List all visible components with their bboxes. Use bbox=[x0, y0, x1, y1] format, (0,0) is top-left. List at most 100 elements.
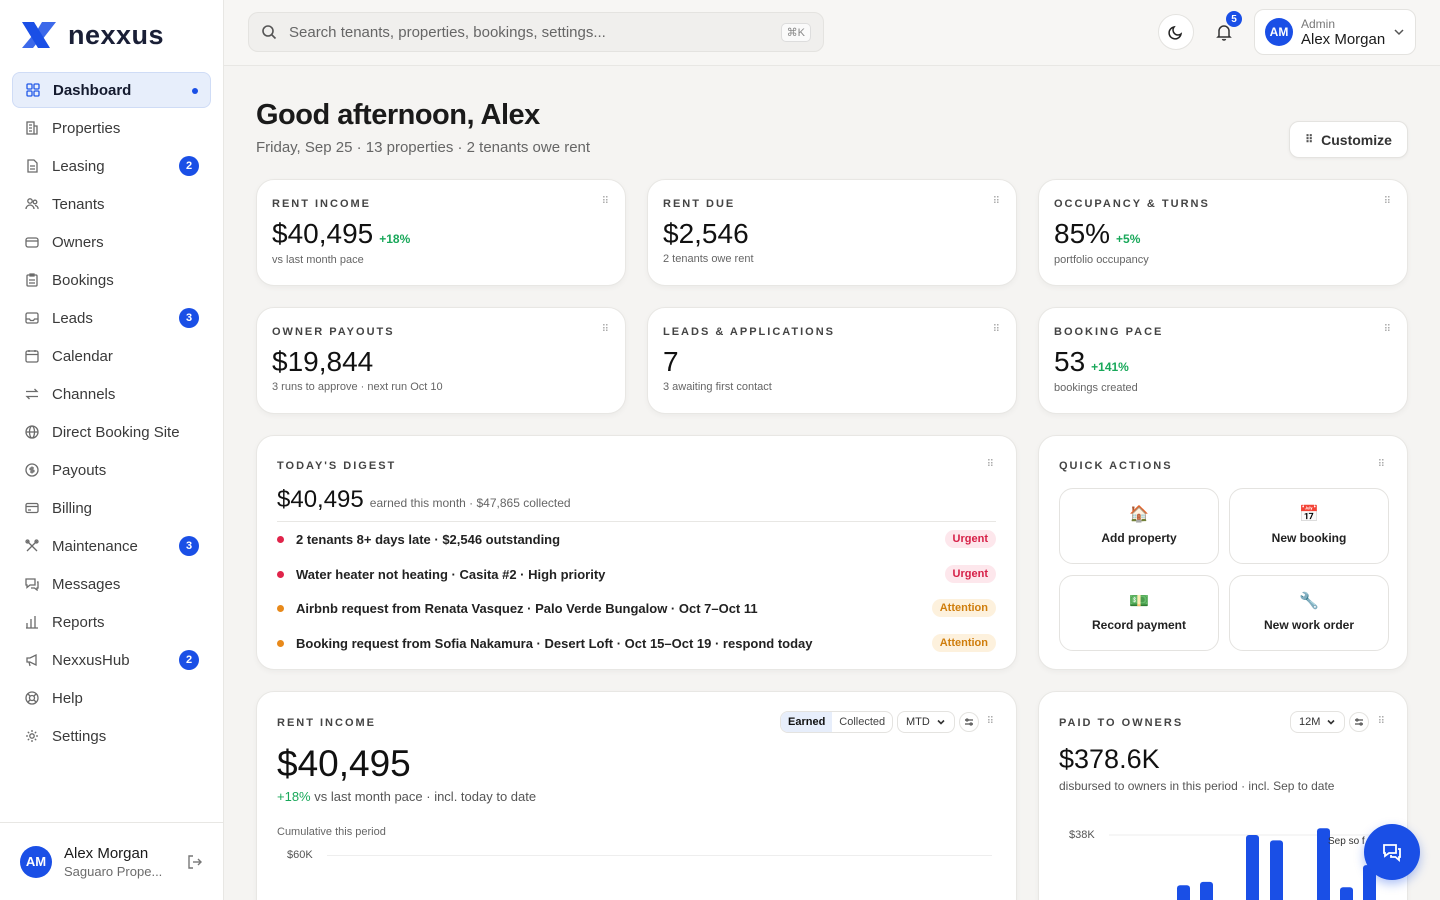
drag-handle-icon[interactable]: ⠿ bbox=[992, 196, 1000, 207]
logout-icon[interactable] bbox=[187, 854, 203, 870]
digest-item[interactable]: Water heater not heating · Casita #2 · H… bbox=[277, 563, 996, 585]
brand-logo[interactable]: nexxus bbox=[20, 18, 164, 52]
sidebar-item-properties[interactable]: Properties bbox=[12, 110, 211, 146]
kpi-card-booking-pace[interactable]: BOOKING PACE ⠿ 53 +141% bookings created bbox=[1038, 307, 1408, 414]
sidebar-item-bookings[interactable]: Bookings bbox=[12, 262, 211, 298]
filter-button[interactable] bbox=[959, 712, 979, 732]
add-property-icon: 🏠 bbox=[1129, 506, 1149, 523]
user-org: Saguaro Prope... bbox=[64, 863, 163, 879]
sidebar-item-dashboard[interactable]: Dashboard bbox=[12, 72, 211, 108]
kpi-card-rent-income[interactable]: RENT INCOME ⠿ $40,495 +18% vs last month pac… bbox=[256, 179, 626, 286]
sidebar-item-billing[interactable]: Billing bbox=[12, 490, 211, 526]
search-input[interactable] bbox=[289, 23, 781, 41]
sidebar-item-messages[interactable]: Messages bbox=[12, 566, 211, 602]
count-badge: 2 bbox=[179, 650, 199, 670]
sidebar-item-label: Maintenance bbox=[52, 537, 138, 555]
sidebar-item-leads[interactable]: Leads 3 bbox=[12, 300, 211, 336]
sidebar-item-label: Tenants bbox=[52, 195, 105, 213]
status-dot bbox=[277, 535, 284, 543]
messages-icon bbox=[24, 576, 40, 592]
chart-annotation: Sep so f bbox=[1328, 836, 1365, 847]
new-booking-button[interactable]: 📅 New booking bbox=[1229, 488, 1389, 564]
new-work-order-button[interactable]: 🔧 New work order bbox=[1229, 575, 1389, 651]
sidebar-item-settings[interactable]: Settings bbox=[12, 718, 211, 754]
sidebar-user[interactable]: AM Alex Morgan Saguaro Prope... bbox=[0, 822, 223, 900]
drag-handle-icon[interactable]: ⠿ bbox=[1377, 459, 1385, 470]
period-select[interactable]: MTD bbox=[897, 711, 955, 733]
payout-bar[interactable] bbox=[1246, 835, 1259, 900]
sidebar-item-owners[interactable]: Owners bbox=[12, 224, 211, 260]
sidebar-item-label: Reports bbox=[52, 613, 105, 631]
drag-handle-icon[interactable]: ⠿ bbox=[601, 196, 609, 207]
sidebar-item-channels[interactable]: Channels bbox=[12, 376, 211, 412]
kpi-card-leads-applications[interactable]: LEADS & APPLICATIONS ⠿ 7 3 awaiting first c… bbox=[647, 307, 1017, 414]
sidebar-item-reports[interactable]: Reports bbox=[12, 604, 211, 640]
sidebar-item-nexxushub[interactable]: NexxusHub 2 bbox=[12, 642, 211, 678]
search-shortcut: ⌘K bbox=[780, 22, 811, 42]
status-dot bbox=[277, 604, 284, 612]
sidebar-item-calendar[interactable]: Calendar bbox=[12, 338, 211, 374]
earned-collected-toggle[interactable]: Earned Collected bbox=[780, 711, 894, 733]
inbox-icon bbox=[24, 310, 40, 326]
sidebar-item-direct-booking-site[interactable]: Direct Booking Site bbox=[12, 414, 211, 450]
user-name: Alex Morgan bbox=[64, 844, 149, 862]
drag-handle-icon[interactable]: ⠿ bbox=[601, 324, 609, 335]
drag-handle-icon[interactable]: ⠿ bbox=[992, 324, 1000, 335]
drag-handle-icon[interactable]: ⠿ bbox=[1383, 196, 1391, 207]
payout-bar[interactable] bbox=[1340, 887, 1353, 900]
record-payment-button[interactable]: 💵 Record payment bbox=[1059, 575, 1219, 651]
digest-item[interactable]: Airbnb request from Renata Vasquez · Pal… bbox=[277, 597, 996, 619]
kpi-delta: +18% bbox=[379, 232, 411, 246]
calendar-icon bbox=[24, 348, 40, 364]
sidebar-item-help[interactable]: Help bbox=[12, 680, 211, 716]
payout-bar[interactable] bbox=[1177, 885, 1190, 900]
kpi-number: $19,844 bbox=[272, 346, 374, 377]
document-icon bbox=[24, 158, 40, 174]
digest-item[interactable]: Booking request from Sofia Nakamura · De… bbox=[277, 632, 996, 654]
kpi-delta: +141% bbox=[1091, 360, 1129, 374]
digest-item-text: Water heater not heating · Casita #2 · H… bbox=[296, 566, 606, 582]
period-select[interactable]: 12M bbox=[1290, 711, 1346, 733]
kpi-subtext: bookings created bbox=[1054, 382, 1138, 394]
sidebar-item-payouts[interactable]: Payouts bbox=[12, 452, 211, 488]
kpi-card-occupancy-turns[interactable]: OCCUPANCY & TURNS ⠿ 85% +5% portfolio occupa… bbox=[1038, 179, 1408, 286]
digest-value-sub: earned this month · $47,865 collected bbox=[369, 496, 571, 510]
sidebar-item-leasing[interactable]: Leasing 2 bbox=[12, 148, 211, 184]
kpi-number: 53 bbox=[1054, 346, 1086, 377]
drag-handle-icon[interactable]: ⠿ bbox=[986, 459, 994, 470]
chat-button[interactable] bbox=[1364, 824, 1420, 880]
toggle-earned[interactable]: Earned bbox=[781, 712, 833, 732]
notification-count: 5 bbox=[1226, 11, 1242, 27]
kpi-card-owner-payouts[interactable]: OWNER PAYOUTS ⠿ $19,844 3 runs to approve ·… bbox=[256, 307, 626, 414]
profile-menu[interactable]: AM Admin Alex Morgan bbox=[1254, 9, 1416, 55]
sliders-icon bbox=[965, 718, 973, 726]
priority-badge: Attention bbox=[931, 599, 996, 617]
nexxus-logo-icon bbox=[22, 22, 56, 48]
drag-handle-icon[interactable]: ⠿ bbox=[1377, 716, 1385, 727]
kpi-delta: +5% bbox=[1116, 232, 1141, 246]
filter-button[interactable] bbox=[1349, 712, 1369, 732]
kpi-subtext: 3 runs to approve · next run Oct 10 bbox=[272, 381, 443, 393]
drag-handle-icon[interactable]: ⠿ bbox=[986, 716, 994, 727]
kpi-card-rent-due[interactable]: RENT DUE ⠿ $2,546 2 tenants owe rent bbox=[647, 179, 1017, 286]
notifications-button[interactable]: 5 bbox=[1206, 11, 1242, 50]
add-property-button[interactable]: 🏠 Add property bbox=[1059, 488, 1219, 564]
drag-handle-icon[interactable]: ⠿ bbox=[1383, 324, 1391, 335]
digest-item[interactable]: 2 tenants 8+ days late · $2,546 outstand… bbox=[277, 528, 996, 550]
payout-bar[interactable] bbox=[1200, 881, 1213, 900]
record-payment-icon: 💵 bbox=[1129, 593, 1149, 610]
theme-toggle-button[interactable] bbox=[1158, 14, 1194, 50]
brand-name: nexxus bbox=[68, 19, 165, 50]
kpi-value: 7 bbox=[663, 346, 679, 378]
sidebar-nav: Dashboard Properties Leasing 2 Tenants Owners… bbox=[12, 72, 211, 756]
kpi-label: RENT INCOME bbox=[272, 198, 371, 210]
rent-income-chart-card: RENT INCOME Earned Collected MTD ⠿ $40,4… bbox=[256, 691, 1017, 900]
sidebar-item-label: Help bbox=[52, 689, 83, 707]
sidebar-item-tenants[interactable]: Tenants bbox=[12, 186, 211, 222]
payout-bar[interactable] bbox=[1270, 840, 1283, 900]
customize-button[interactable]: ⠿ Customize bbox=[1289, 121, 1408, 158]
grip-icon: ⠿ bbox=[1305, 134, 1314, 146]
sidebar-item-maintenance[interactable]: Maintenance 3 bbox=[12, 528, 211, 564]
search-bar[interactable]: ⌘K bbox=[248, 12, 824, 52]
toggle-collected[interactable]: Collected bbox=[839, 716, 886, 728]
